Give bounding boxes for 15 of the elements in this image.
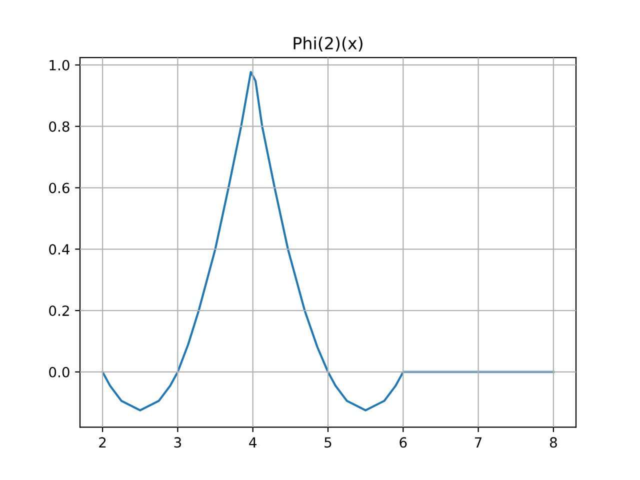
- chart-title: Phi(2)(x): [294, 36, 362, 52]
- x-tick-label: 6: [400, 437, 407, 448]
- y-tick-label: 0.2: [49, 306, 69, 316]
- y-tick-label: 0.8: [49, 121, 70, 132]
- line-series: [102, 70, 554, 412]
- x-tick-label: 7: [475, 437, 482, 448]
- y-tick-label: 1.0: [50, 60, 70, 70]
- y-tick-label: 0.4: [49, 244, 70, 255]
- x-tick-label: 4: [249, 437, 256, 448]
- x-tick-label: 3: [174, 437, 181, 448]
- x-tick-label: 5: [324, 437, 332, 448]
- y-tick-label: 0.0: [49, 366, 70, 378]
- x-tick-label: 2: [99, 437, 106, 448]
- y-tick-label: 0.6: [49, 182, 70, 194]
- x-tick-label: 8: [550, 437, 557, 448]
